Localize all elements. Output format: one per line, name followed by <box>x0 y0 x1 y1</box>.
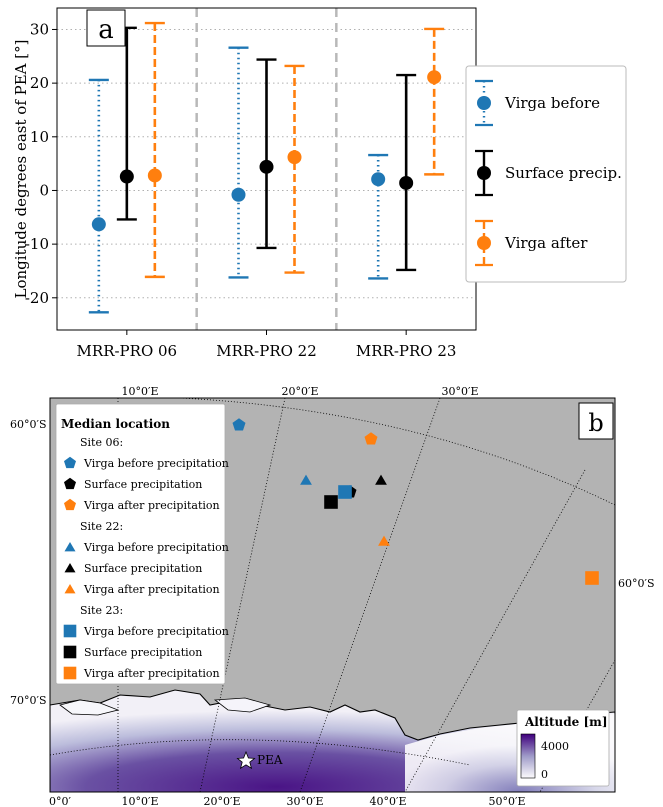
legend-label: Virga before <box>504 94 600 112</box>
ice-shelf-2 <box>213 697 272 713</box>
lon-bot-5: 50°0′E <box>488 795 525 807</box>
legend-label: Surface precipitation <box>84 646 202 659</box>
lon-bot-3: 30°0′E <box>286 795 323 807</box>
legend-label: Surface precipitation <box>84 478 202 491</box>
lon-bot-0: 0°0′ <box>49 795 71 807</box>
map-legend-title: Median location <box>61 417 170 431</box>
y-tick-label: 10 <box>30 128 49 146</box>
panel-a-ticks: -20 -10 0 10 20 30 MRR-PRO 06 MRR-PRO 22 MRR-PRO… <box>25 20 457 360</box>
station-label: PEA <box>257 753 283 767</box>
legend-label: Virga after precipitation <box>83 667 220 680</box>
panel-a-ylabel: Longitude degrees east of PEA [°] <box>12 40 30 299</box>
x-tick-label: MRR-PRO 06 <box>77 342 178 360</box>
panel-a-legend: Virga before Surface precip. Virga after <box>465 65 627 283</box>
colorbar-scale <box>520 733 536 779</box>
legend-label: Surface precip. <box>505 164 622 182</box>
map-marker <box>300 474 312 485</box>
legend-marker <box>477 96 491 110</box>
lon-bot-1: 10°0′E <box>121 795 158 807</box>
pea-station: PEA <box>236 750 283 770</box>
median-marker <box>399 175 414 190</box>
legend-label: Virga after precipitation <box>83 499 220 512</box>
legend-label: Virga before precipitation <box>83 541 229 554</box>
legend-site-heading: Site 06: <box>80 436 123 449</box>
panel-a-separators <box>195 8 338 330</box>
lat-right-1: 60°0′S <box>618 577 655 590</box>
lon-top-1: 10°0′E <box>121 385 158 398</box>
legend-marker <box>64 498 76 511</box>
colorbar-min: 0 <box>541 768 548 781</box>
median-marker <box>119 169 134 184</box>
legend-marker <box>64 563 76 573</box>
panel-b-label-box <box>578 402 614 440</box>
lon-bot-4: 40°0′E <box>369 795 406 807</box>
map-marker <box>378 535 390 546</box>
median-marker <box>91 217 106 232</box>
legend-marker <box>477 236 491 250</box>
map-marker <box>338 485 352 499</box>
lon-bot-2: 20°0′E <box>203 795 240 807</box>
legend-label: Virga after <box>504 234 588 252</box>
median-marker <box>147 168 162 183</box>
panel-b: PEA 10°0′E 20°0′E 30°0′E 60°0′S 70°0′S 6… <box>10 385 655 807</box>
y-tick-label: 30 <box>30 20 49 38</box>
y-tick-label: -20 <box>25 289 49 307</box>
map-marker <box>232 418 246 431</box>
legend-marker <box>477 166 491 180</box>
panel-a-label: a <box>98 15 114 45</box>
x-tick-label: MRR-PRO 22 <box>216 342 317 360</box>
y-tick-label: 0 <box>39 181 49 199</box>
colorbar-max: 4000 <box>541 740 569 753</box>
median-marker <box>371 172 386 187</box>
panel-a-errorbars <box>88 21 445 314</box>
map-markers <box>232 418 599 585</box>
map-marker <box>375 474 387 485</box>
map-legend: Median location Site 06: Virga before pre… <box>55 403 229 685</box>
panel-a-label-box <box>86 9 126 47</box>
median-marker <box>231 187 246 202</box>
median-marker <box>259 159 274 174</box>
legend-site-heading: Site 23: <box>80 604 123 617</box>
map-marker <box>585 571 599 585</box>
star-icon <box>236 750 256 770</box>
legend-label: Surface precipitation <box>84 562 202 575</box>
legend-marker <box>63 645 77 659</box>
lon-top-3: 30°0′E <box>441 385 478 398</box>
colorbar-title: Altitude [m] <box>524 715 608 729</box>
legend-marker <box>63 624 77 638</box>
map-marker <box>364 432 378 445</box>
altitude-colorbar: Altitude [m] 4000 0 <box>516 709 610 787</box>
legend-label: Virga after precipitation <box>83 583 220 596</box>
panel-b-label: b <box>588 409 603 437</box>
lon-top-2: 20°0′E <box>281 385 318 398</box>
y-tick-label: 20 <box>30 74 49 92</box>
legend-label: Virga before precipitation <box>83 457 229 470</box>
map-frame <box>49 397 616 793</box>
legend-marker <box>64 584 76 594</box>
legend-marker <box>63 666 77 680</box>
lat-left-2: 70°0′S <box>10 694 47 707</box>
legend-marker <box>64 456 76 469</box>
map-marker <box>324 495 338 509</box>
legend-site-heading: Site 22: <box>80 520 123 533</box>
x-tick-label: MRR-PRO 23 <box>356 342 457 360</box>
legend-label: Virga before precipitation <box>83 625 229 638</box>
legend-marker <box>64 542 76 552</box>
legend-marker <box>64 477 76 490</box>
y-tick-label: -10 <box>25 235 49 253</box>
median-marker <box>427 70 442 85</box>
median-marker <box>287 150 302 165</box>
panel-a: -20 -10 0 10 20 30 MRR-PRO 06 MRR-PRO 22 MRR-PRO… <box>12 7 627 360</box>
lat-left-1: 60°0′S <box>10 418 47 431</box>
